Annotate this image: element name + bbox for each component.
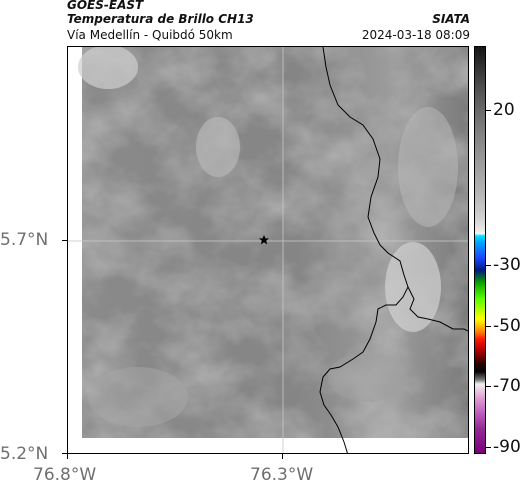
lon-tick-76-3 — [282, 454, 283, 459]
lat-tick-5-7 — [62, 240, 67, 241]
satellite-map[interactable] — [67, 46, 469, 454]
lon-label-76-8: 76.8°W — [33, 465, 97, 485]
colorbar-label-m30: -30 — [493, 255, 521, 275]
lat-label-5-7: 5.7°N — [0, 230, 49, 250]
colorbar-tick-m70 — [486, 386, 491, 387]
department-border-east — [407, 286, 468, 332]
lon-tick-76-8 — [67, 454, 68, 459]
bright-cloud-se — [328, 352, 408, 402]
colorbar-tick-m90 — [486, 447, 491, 448]
department-border-west — [319, 47, 409, 453]
temperature-colorbar — [474, 46, 486, 454]
bright-cloud-east — [385, 242, 441, 332]
product-title: Temperatura de Brillo CH13 — [67, 12, 254, 26]
colorbar-label-20: 20 — [493, 100, 515, 120]
bright-cloud-nw — [78, 47, 138, 89]
lon-label-76-3: 76.3°W — [250, 465, 314, 485]
bright-cloud-sw — [88, 367, 188, 427]
lat-tick-5-2 — [62, 453, 67, 454]
bright-cloud-center — [196, 117, 240, 177]
organization-label: SIATA — [432, 12, 470, 26]
star-icon — [259, 235, 269, 245]
colorbar-label-m70: -70 — [493, 376, 521, 396]
datetime-label: 2024-03-18 08:09 — [361, 28, 470, 42]
route-subtitle: Vía Medellín - Quibdó 50km — [67, 28, 233, 42]
colorbar-tick-m30 — [486, 265, 491, 266]
colorbar-tick-m50 — [486, 326, 491, 327]
bright-cloud-ne — [398, 107, 458, 227]
colorbar-label-m50: -50 — [493, 316, 521, 336]
satellite-title: GOES-EAST — [67, 0, 144, 12]
map-canvas — [68, 47, 468, 453]
lat-label-5-2: 5.2°N — [0, 444, 49, 464]
colorbar-label-m90: -90 — [493, 437, 521, 457]
colorbar-tick-20 — [486, 110, 491, 111]
